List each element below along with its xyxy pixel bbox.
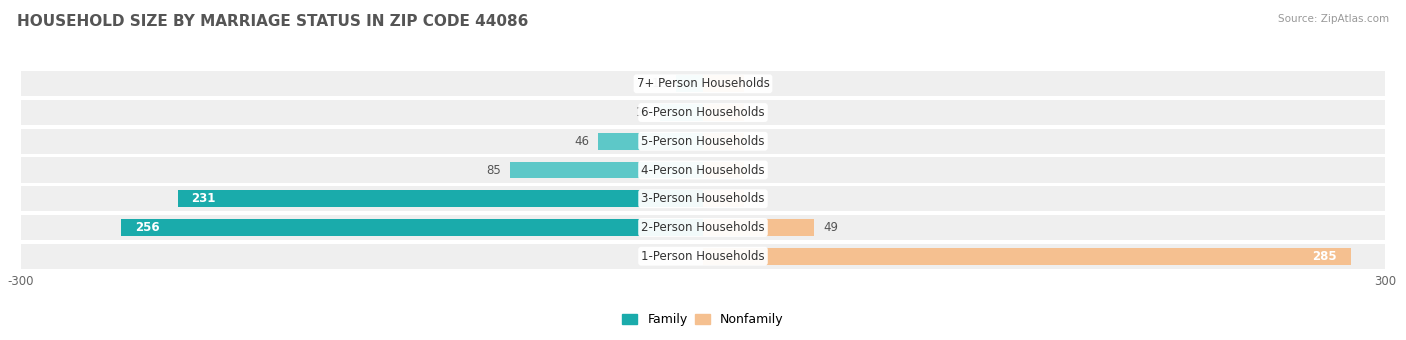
Text: 12: 12 — [651, 77, 666, 90]
Text: 231: 231 — [191, 192, 217, 205]
Bar — [21, 215, 1385, 240]
Text: 49: 49 — [824, 221, 838, 234]
Text: 19: 19 — [636, 106, 651, 119]
Bar — [179, 190, 703, 207]
Bar — [703, 75, 744, 92]
Text: 2-Person Households: 2-Person Households — [641, 221, 765, 234]
Text: 0: 0 — [754, 135, 761, 148]
Bar — [21, 157, 1385, 183]
Text: 5-Person Households: 5-Person Households — [641, 135, 765, 148]
Text: 0: 0 — [754, 164, 761, 176]
Text: HOUSEHOLD SIZE BY MARRIAGE STATUS IN ZIP CODE 44086: HOUSEHOLD SIZE BY MARRIAGE STATUS IN ZIP… — [17, 14, 529, 29]
Text: 256: 256 — [135, 221, 159, 234]
Text: 1-Person Households: 1-Person Households — [641, 250, 765, 263]
Text: 4-Person Households: 4-Person Households — [641, 164, 765, 176]
Text: 7+ Person Households: 7+ Person Households — [637, 77, 769, 90]
Bar — [21, 71, 1385, 97]
Bar — [703, 162, 744, 178]
Bar — [703, 190, 744, 207]
Bar — [21, 129, 1385, 154]
Text: 0: 0 — [754, 106, 761, 119]
Text: 0: 0 — [754, 192, 761, 205]
Bar — [21, 100, 1385, 125]
Bar — [703, 104, 744, 121]
Text: 3-Person Households: 3-Person Households — [641, 192, 765, 205]
Text: Source: ZipAtlas.com: Source: ZipAtlas.com — [1278, 14, 1389, 23]
Bar — [703, 133, 744, 150]
Bar — [703, 248, 1351, 265]
Text: 0: 0 — [754, 77, 761, 90]
Bar — [659, 104, 703, 121]
Text: 285: 285 — [1313, 250, 1337, 263]
Bar — [121, 219, 703, 236]
Bar — [21, 186, 1385, 211]
Bar — [703, 219, 814, 236]
Bar — [21, 243, 1385, 269]
Bar — [676, 75, 703, 92]
Legend: Family, Nonfamily: Family, Nonfamily — [617, 308, 789, 331]
Text: 6-Person Households: 6-Person Households — [641, 106, 765, 119]
Bar — [599, 133, 703, 150]
Bar — [510, 162, 703, 178]
Text: 46: 46 — [574, 135, 589, 148]
Text: 85: 85 — [486, 164, 501, 176]
